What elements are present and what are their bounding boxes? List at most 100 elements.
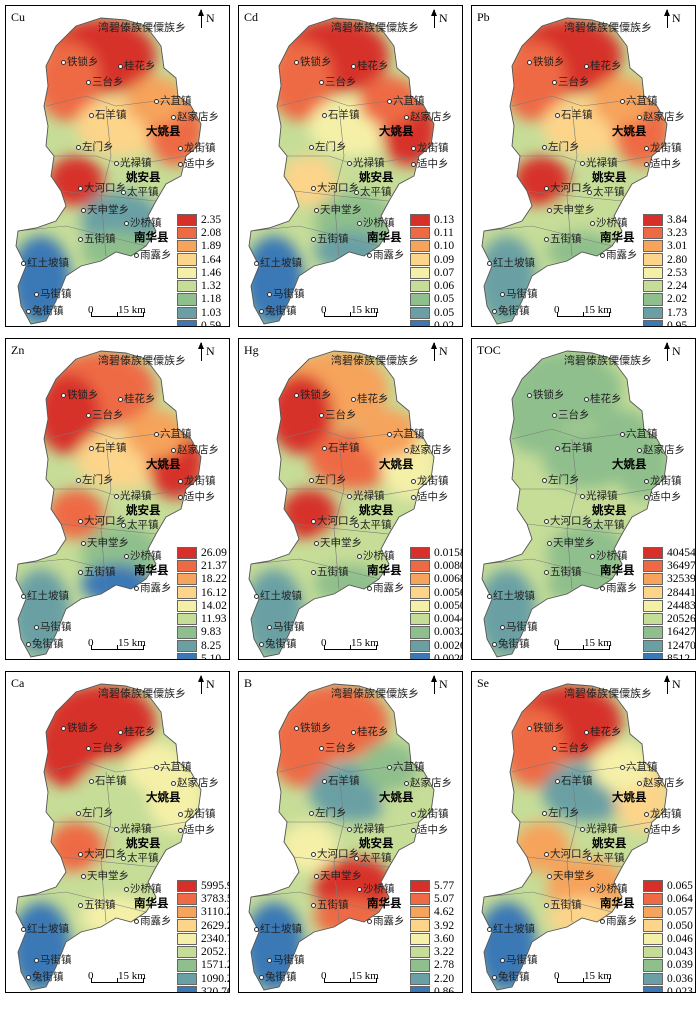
map-panel-se: Se N 湾碧傣族傈僳族乡 铁锁乡 桂花乡 三台乡 六苴镇 石羊镇 赵家店乡 大姚县 龙街镇 左门乡适… xyxy=(471,671,696,993)
place-label-tujie: 兔街镇 xyxy=(26,303,64,318)
legend-entry: 4.62 xyxy=(410,906,454,919)
town-marker-icon xyxy=(600,252,605,258)
north-label: N xyxy=(206,11,215,25)
place-label-taiping: 太平镇 xyxy=(587,184,625,199)
town-marker-icon xyxy=(34,957,39,963)
town-marker-icon xyxy=(584,63,589,69)
place-label-shizhong: 适中乡 xyxy=(411,156,449,171)
north-arrow-icon: N xyxy=(198,342,221,364)
legend-entry: 5.10 xyxy=(177,652,227,659)
town-marker-icon xyxy=(584,729,589,735)
legend-value: 2629.29 xyxy=(201,919,229,932)
legend-entry: 0.050 xyxy=(643,919,693,932)
legend-swatch xyxy=(410,932,430,945)
legend-entry: 0.039 xyxy=(643,959,693,972)
scale-label: 15 km xyxy=(351,637,379,649)
town-marker-icon xyxy=(644,494,649,500)
concentration-zone-northwest xyxy=(36,41,100,121)
place-label-zuomen: 左门乡 xyxy=(76,472,114,487)
legend-value: 4.62 xyxy=(434,906,455,919)
town-marker-icon xyxy=(76,477,81,483)
place-label-wujie: 五街镇 xyxy=(78,564,116,579)
legend-value: 11.93 xyxy=(201,613,227,626)
place-label-tianshentang: 天申堂乡 xyxy=(81,535,129,550)
place-label-dayao: 大姚县 xyxy=(612,124,647,138)
legend-swatch xyxy=(643,213,663,226)
scale-zero: 0 xyxy=(88,970,94,982)
place-label-taiping: 太平镇 xyxy=(354,850,392,865)
legend-value: 1.18 xyxy=(201,293,222,306)
place-label-dahekou: 大河口乡 xyxy=(311,513,359,528)
place-label-shizhong: 适中乡 xyxy=(644,489,682,504)
town-marker-icon xyxy=(89,778,94,784)
place-label-nanhua: 南华县 xyxy=(367,563,402,577)
legend-value: 40454 xyxy=(667,546,696,559)
town-marker-icon xyxy=(178,811,183,817)
town-marker-icon xyxy=(542,810,547,816)
town-marker-icon xyxy=(78,902,83,908)
town-marker-icon xyxy=(81,207,86,213)
legend-value: 12470 xyxy=(667,639,696,652)
place-label-zuomen: 左门乡 xyxy=(309,139,347,154)
legend-entry: 1.46 xyxy=(177,266,221,279)
scale-bar: 0 15 km xyxy=(554,304,614,320)
admin-boundary xyxy=(483,558,613,580)
town-marker-icon xyxy=(114,493,119,499)
town-marker-icon xyxy=(492,308,497,314)
concentration-zone-northwest xyxy=(269,41,333,121)
legend-value: 2.20 xyxy=(434,972,455,985)
place-label-tiesuo: 铁锁乡 xyxy=(61,720,99,735)
legend-swatch xyxy=(177,253,197,266)
place-label-nanhua: 南华县 xyxy=(134,230,169,244)
scale-zero: 0 xyxy=(554,304,560,316)
town-marker-icon xyxy=(61,59,66,65)
legend-value: 5995.91 xyxy=(201,879,229,892)
town-marker-icon xyxy=(544,569,549,575)
place-label-guanglu: 光禄镇 xyxy=(347,821,385,836)
town-marker-icon xyxy=(124,886,129,892)
admin-boundary xyxy=(526,190,623,202)
place-label-tiesuo: 铁锁乡 xyxy=(527,54,565,69)
place-label-dayao: 大姚县 xyxy=(612,457,647,471)
place-label-longjie: 龙街镇 xyxy=(411,806,449,821)
place-label-santai: 三台乡 xyxy=(86,740,124,755)
legend-entry: 2.35 xyxy=(177,213,221,226)
legend-entry: 0.0158 xyxy=(410,546,462,559)
legend-entry: 0.0044 xyxy=(410,612,462,626)
scale-label: 15 km xyxy=(351,970,379,982)
legend-entry: 3783.56 xyxy=(177,892,229,906)
place-label-shaqiao: 沙桥镇 xyxy=(590,881,628,896)
legend-value: 3783.56 xyxy=(201,892,229,905)
place-label-yulu: 雨露乡 xyxy=(134,580,172,595)
legend-value: 28441 xyxy=(667,586,696,599)
legend-entry: 14.02 xyxy=(177,599,227,612)
place-label-zhaojiadian: 赵家店乡 xyxy=(404,775,452,790)
admin-boundary xyxy=(250,891,380,913)
place-label-zhaojiadian: 赵家店乡 xyxy=(171,775,219,790)
legend-value: 16427 xyxy=(667,626,696,639)
admin-boundary xyxy=(483,891,613,913)
place-label-tujie: 兔街镇 xyxy=(259,636,297,651)
place-label-guihua: 桂花乡 xyxy=(118,724,156,739)
north-label: N xyxy=(672,677,681,691)
place-label-nanhua: 南华县 xyxy=(367,230,402,244)
place-label-hongtupo: 红土坡镇 xyxy=(21,588,69,603)
place-label-tiesuo: 铁锁乡 xyxy=(61,54,99,69)
legend-entry: 3.92 xyxy=(410,919,454,932)
place-label-guanglu: 光禄镇 xyxy=(114,488,152,503)
place-label-tianshentang: 天申堂乡 xyxy=(547,868,595,883)
legend: 0.0158 0.0080 0.0068 0.0056 0.0050 0.0044 0.00… xyxy=(410,546,462,659)
legend-swatch xyxy=(410,293,430,306)
place-label-longjie: 龙街镇 xyxy=(644,473,682,488)
town-marker-icon xyxy=(500,957,505,963)
legend-swatch xyxy=(643,652,663,659)
scale-bar: 0 15 km xyxy=(88,970,148,986)
north-label: N xyxy=(672,11,681,25)
place-label-yulu: 雨露乡 xyxy=(134,247,172,262)
town-marker-icon xyxy=(134,252,139,258)
admin-boundary xyxy=(284,155,420,167)
admin-boundary xyxy=(284,821,420,833)
town-marker-icon xyxy=(267,624,272,630)
legend-entry: 0.86 xyxy=(410,985,454,992)
town-marker-icon xyxy=(121,855,126,861)
